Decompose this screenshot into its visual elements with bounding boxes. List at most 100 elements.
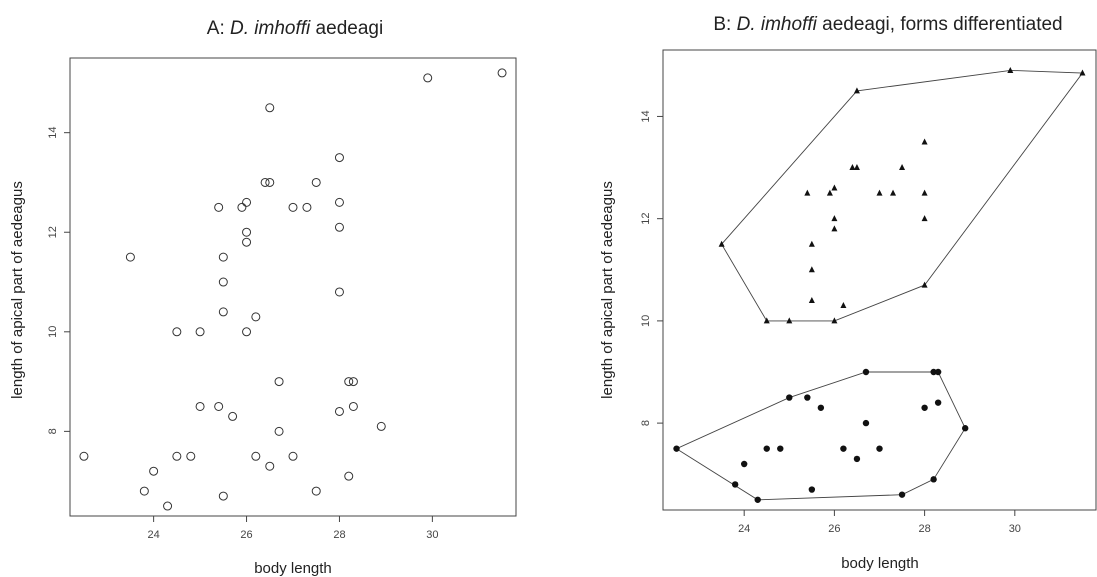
panel-a-data-point xyxy=(195,401,205,411)
panel-b-y-tick-label: 8 xyxy=(640,420,652,426)
panel-a-x-tick-label: 30 xyxy=(426,529,438,541)
panel-a-ticks: 24 26 28 30 8 10 12 14 xyxy=(47,127,439,541)
panel-b: B: D. imhoffi aedeagi, forms differentia… xyxy=(599,14,1097,572)
panel-a-data-point xyxy=(348,377,358,387)
panel-a-data-point xyxy=(214,202,224,212)
panel-b-data-point-circle xyxy=(840,445,847,452)
panel-b-data-point-circle xyxy=(930,476,937,483)
panel-b-data-point-triangle xyxy=(921,189,928,196)
panel-b-y-axis-label: length of apical part of aedeagus xyxy=(599,181,616,399)
panel-a-data-point xyxy=(218,277,228,287)
panel-a-data-point xyxy=(334,287,344,297)
panel-a-data-point xyxy=(163,501,173,511)
panel-a: A: D. imhoffi aedeagi 24 26 28 30 8 10 12 14 bo… xyxy=(9,18,517,577)
panel-b-data-point-triangle xyxy=(849,164,856,171)
panel-b-data-point-circle xyxy=(862,419,870,427)
panel-b-data-point-circle xyxy=(786,394,793,401)
panel-a-data-point xyxy=(334,222,344,232)
panel-a-data-point xyxy=(125,252,135,262)
panel-b-data-point-triangle xyxy=(921,281,928,288)
panel-b-data-point-triangle xyxy=(808,240,815,247)
panel-b-data-point-circle xyxy=(731,481,739,488)
panel-a-data-point xyxy=(348,401,358,411)
panel-a-data-point xyxy=(218,307,228,317)
panel-a-data-point xyxy=(260,177,270,187)
panel-a-data-point xyxy=(149,466,159,476)
panel-b-data-point-triangle xyxy=(921,215,928,222)
panel-b-data-point-triangle xyxy=(831,225,838,232)
panel-b-data-point-circle xyxy=(817,404,825,411)
panel-a-data-point xyxy=(288,451,298,461)
panel-a-y-tick-label: 10 xyxy=(47,326,59,338)
panel-a-data-point xyxy=(172,327,182,337)
panel-a-data-point xyxy=(265,177,275,187)
panel-a-y-axis-label: length of apical part of aedeagus xyxy=(9,181,26,399)
panel-b-data-point-circle xyxy=(804,394,811,401)
panel-b-points xyxy=(673,66,1086,503)
panel-b-data-point-triangle xyxy=(786,317,793,324)
panel-b-x-axis-label: body length xyxy=(841,555,919,572)
panel-a-data-point xyxy=(251,451,261,461)
panel-b-data-point-triangle xyxy=(853,87,860,94)
panel-b-convex-hull-filled-triangle xyxy=(721,69,1084,322)
panel-b-data-point-triangle xyxy=(1079,69,1086,76)
panel-b-data-point-triangle xyxy=(763,317,770,324)
panel-a-data-point xyxy=(79,451,89,461)
panel-b-data-point-circle xyxy=(930,368,937,376)
panel-b-hulls xyxy=(675,69,1084,501)
panel-a-data-point xyxy=(218,252,228,262)
panel-b-data-point-triangle xyxy=(831,215,838,222)
panel-a-y-tick-label: 12 xyxy=(47,226,59,238)
panel-a-plot-frame xyxy=(69,57,517,517)
panel-a-data-point xyxy=(376,421,386,431)
panel-a-x-tick-label: 26 xyxy=(240,529,252,541)
panel-a-data-point xyxy=(237,202,247,212)
panel-a-x-axis-label: body length xyxy=(254,560,332,577)
panel-b-x-tick-label: 30 xyxy=(1009,523,1021,535)
panel-a-data-point xyxy=(251,312,261,322)
panel-b-data-point-circle xyxy=(777,445,784,452)
panel-a-data-point xyxy=(242,197,252,207)
panel-a-data-point xyxy=(218,491,228,501)
panel-b-data-point-circle xyxy=(934,368,942,376)
panel-b-data-point-circle xyxy=(740,460,748,468)
panel-a-data-point xyxy=(334,197,344,207)
panel-b-data-point-circle xyxy=(754,496,761,503)
panel-a-points xyxy=(79,68,507,511)
panel-b-data-point-circle xyxy=(961,425,969,432)
panel-b-data-point-circle xyxy=(853,455,861,463)
panel-b-data-point-triangle xyxy=(840,302,847,309)
panel-a-data-point xyxy=(172,451,182,461)
panel-a-data-point xyxy=(242,237,252,247)
panel-a-data-point xyxy=(288,202,298,212)
panel-a-x-tick-label: 24 xyxy=(148,529,160,541)
panel-a-y-tick-label: 14 xyxy=(47,127,59,139)
panel-b-data-point-triangle xyxy=(876,189,883,196)
panel-b-x-tick-label: 26 xyxy=(828,523,840,535)
panel-b-data-point-triangle xyxy=(808,266,815,273)
panel-b-data-point-circle xyxy=(934,399,942,406)
panel-a-data-point xyxy=(242,227,252,237)
panel-b-data-point-circle xyxy=(921,404,928,411)
panel-a-data-point xyxy=(274,426,284,436)
panel-b-data-point-triangle xyxy=(921,138,928,145)
panel-b-data-point-triangle xyxy=(831,317,838,324)
panel-a-data-point xyxy=(195,327,205,337)
panel-b-title: B: D. imhoffi aedeagi, forms differentia… xyxy=(713,14,1062,35)
panel-a-y-tick-label: 8 xyxy=(47,428,59,434)
panel-b-plot-frame xyxy=(662,49,1097,511)
panel-b-data-point-triangle xyxy=(826,189,833,196)
panel-a-data-point xyxy=(265,103,275,113)
panel-b-y-tick-label: 10 xyxy=(640,315,652,327)
panel-a-data-point xyxy=(214,401,224,411)
panel-b-x-tick-label: 24 xyxy=(738,523,750,535)
panel-a-data-point xyxy=(302,202,312,212)
panel-a-data-point xyxy=(311,177,321,187)
panel-b-ticks: 24 26 28 30 8 10 12 14 xyxy=(640,110,1021,535)
panel-a-data-point xyxy=(497,68,507,78)
panel-b-data-point-triangle xyxy=(808,296,815,303)
panel-a-data-point xyxy=(139,486,149,496)
panel-a-data-point xyxy=(334,406,344,416)
panel-a-data-point xyxy=(242,327,252,337)
panel-b-data-point-triangle xyxy=(718,240,725,247)
